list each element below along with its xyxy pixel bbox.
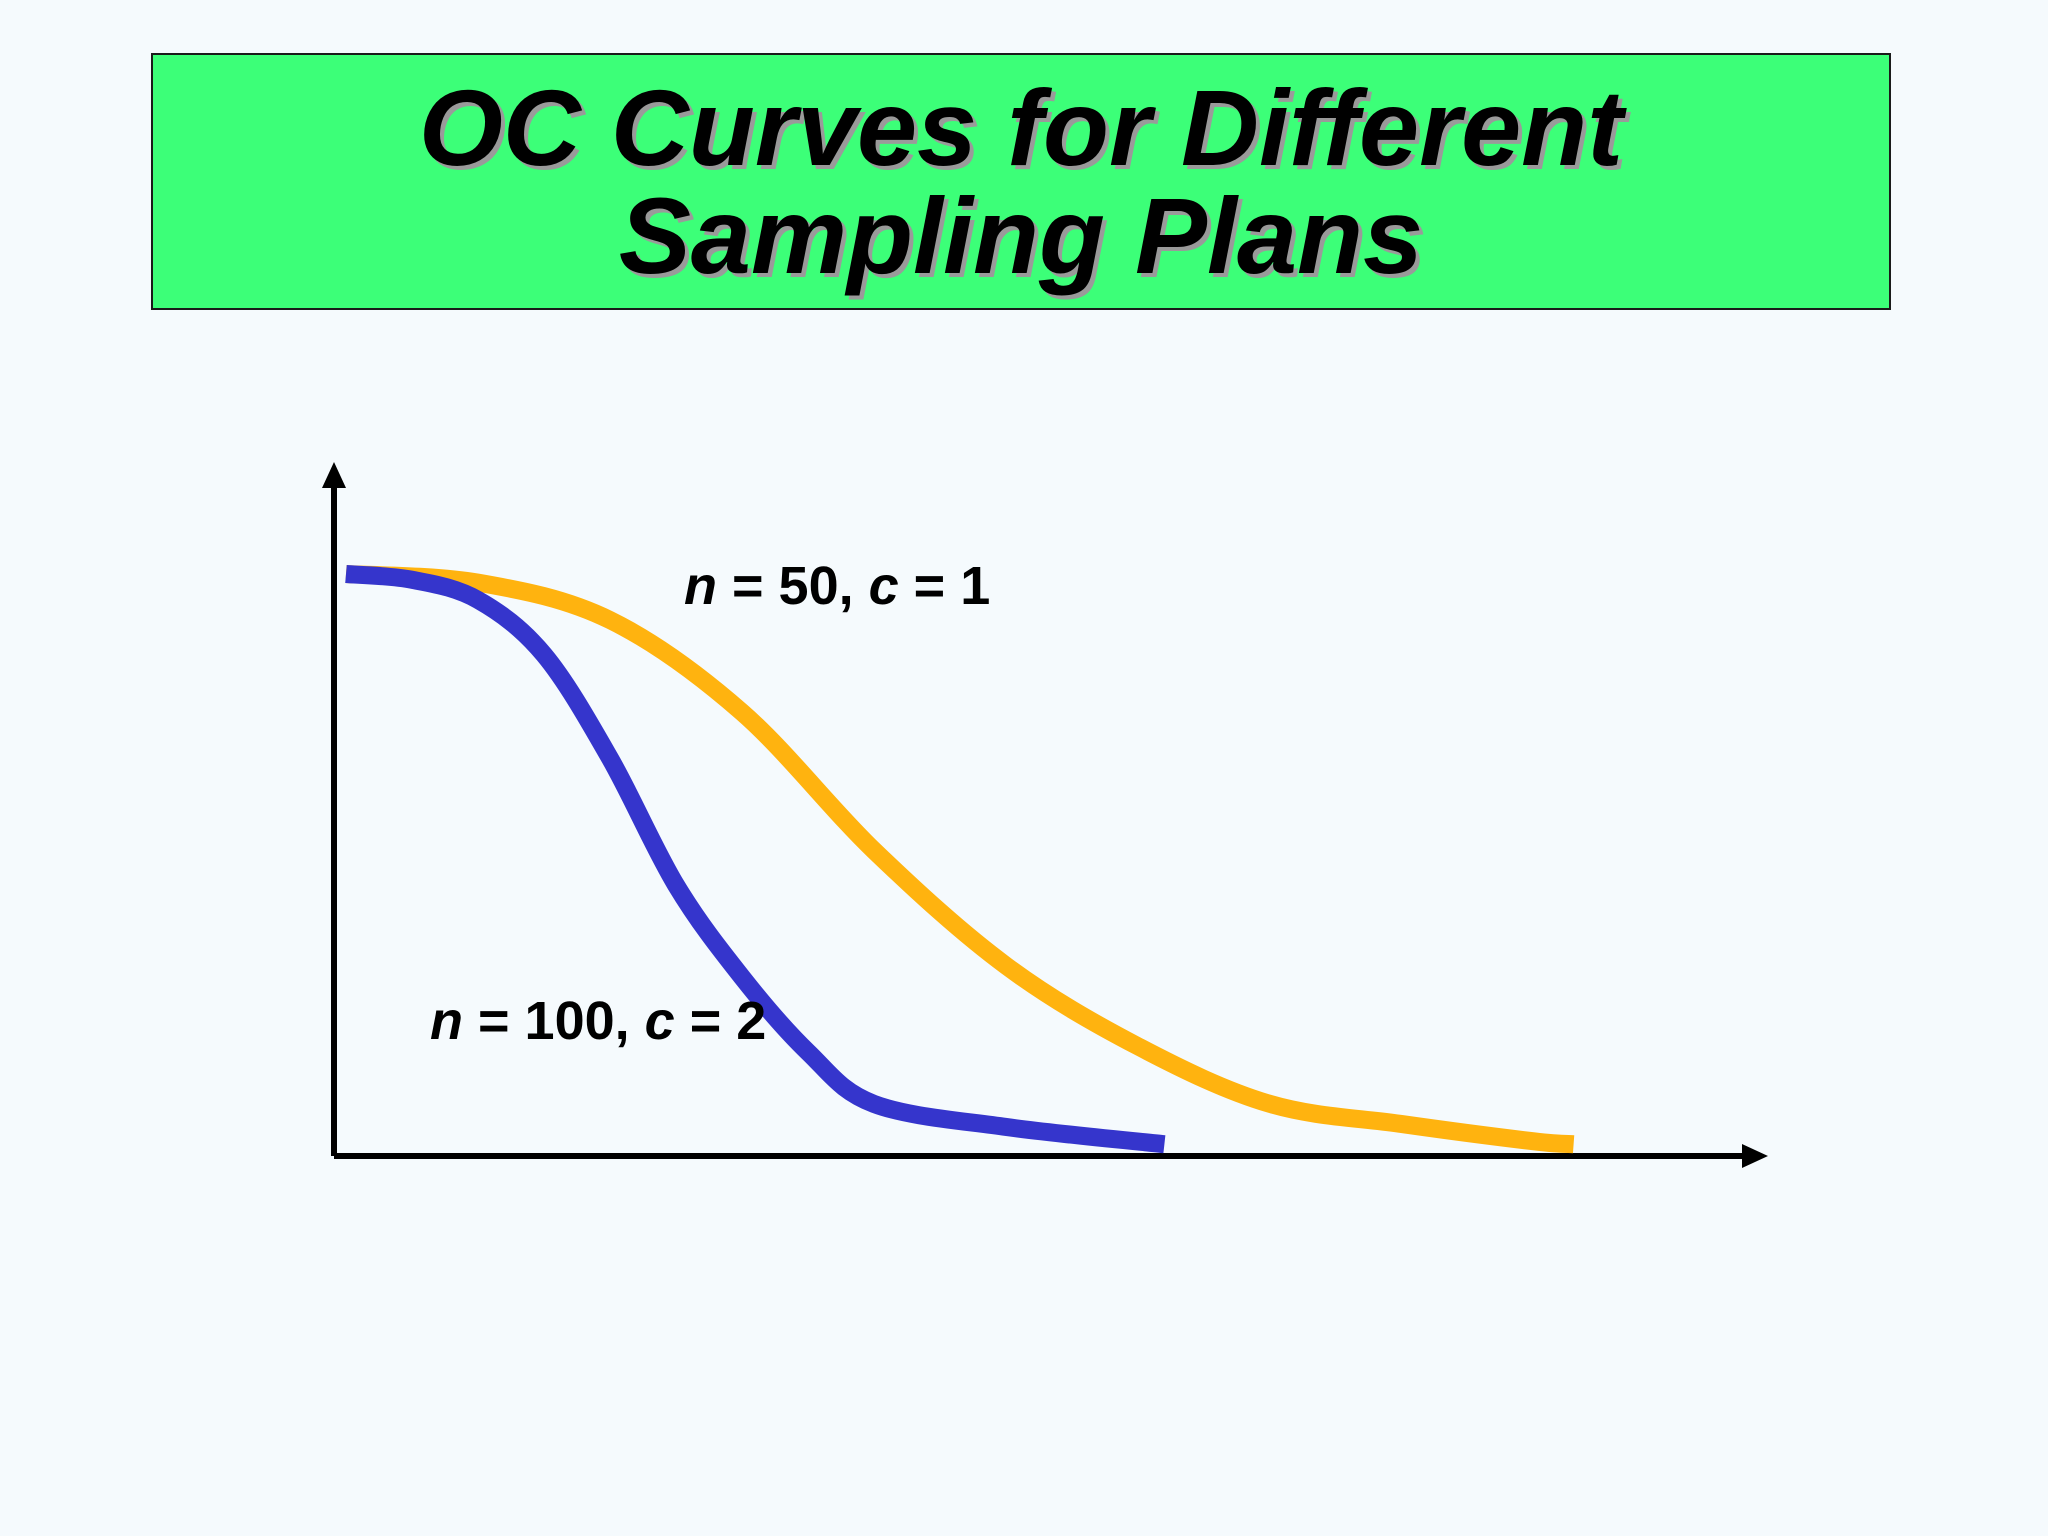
series-label-n100-c2-n-value: = 100, — [463, 991, 645, 1051]
series-label-n100-c2-n: n — [430, 991, 463, 1051]
series-label-n100-c2-c-value: = 2 — [675, 991, 767, 1051]
x-axis-arrow — [1742, 1144, 1768, 1168]
series-label-n50-c1-n: n — [684, 556, 717, 616]
series-label-n50-c1-c: c — [869, 556, 899, 616]
series-label-n100-c2: n = 100, c = 2 — [430, 991, 766, 1051]
chart-series — [345, 565, 1575, 1154]
series-label-n100-c2-c: c — [645, 991, 675, 1051]
chart-labels: n = 50, c = 1 n = 100, c = 2 — [430, 556, 990, 1051]
series-label-n50-c1: n = 50, c = 1 — [684, 556, 990, 616]
series-line-n100-c2 — [345, 565, 1166, 1154]
series-label-n50-c1-n-value: = 50, — [717, 556, 869, 616]
chart-axes — [322, 462, 1768, 1168]
series-line-n50-c1 — [345, 565, 1575, 1154]
title-line-2: Sampling Plans — [618, 174, 1424, 296]
title-box: OC Curves for Different Sampling Plans — [151, 53, 1891, 310]
series-label-n50-c1-c-value: = 1 — [899, 556, 991, 616]
title-line-1: OC Curves for Different — [418, 66, 1624, 188]
y-axis-arrow — [322, 462, 346, 488]
